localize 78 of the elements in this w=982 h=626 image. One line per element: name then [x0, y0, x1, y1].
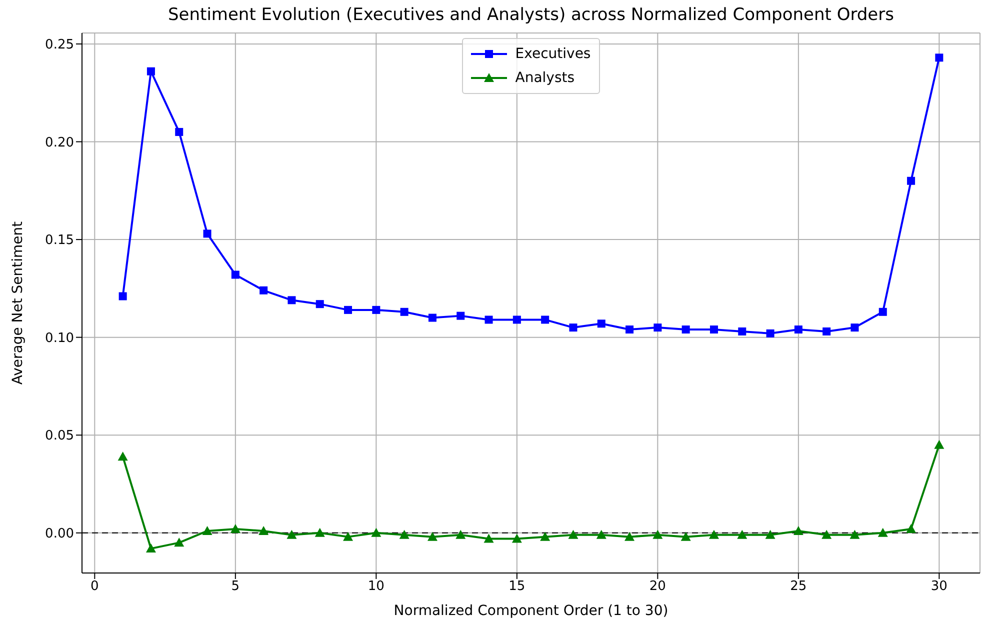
chart-title: Sentiment Evolution (Executives and Analysts) across Normalized Component Orders: [167, 5, 895, 25]
point: [878, 528, 888, 537]
point: [286, 530, 297, 539]
point: [680, 532, 691, 541]
point: [766, 329, 774, 338]
point: [652, 530, 663, 539]
x-tick-label: 0: [90, 579, 99, 594]
x-tick-label: 20: [649, 579, 666, 594]
point: [260, 286, 268, 294]
point: [935, 54, 944, 62]
point: [793, 526, 804, 535]
point: [118, 452, 128, 461]
point: [822, 327, 831, 336]
point: [626, 326, 634, 334]
point: [540, 532, 550, 541]
x-axis-title: Normalized Component Order (1 to 30): [392, 603, 670, 619]
point: [541, 316, 550, 324]
point: [174, 538, 184, 547]
point: [738, 327, 746, 336]
point: [427, 532, 438, 541]
y-tick-label: 0.15: [45, 233, 74, 248]
point: [708, 530, 719, 539]
y-tick-label: 0.00: [45, 526, 74, 542]
point: [344, 306, 352, 314]
y-tick-label: 0.10: [45, 330, 74, 346]
point: [371, 528, 382, 537]
x-tick-label: 15: [508, 579, 526, 594]
point: [202, 526, 212, 535]
point: [399, 530, 410, 539]
point: [878, 308, 887, 316]
point: [710, 326, 718, 334]
point: [569, 324, 578, 332]
x-tick-label: 25: [790, 579, 807, 594]
point: [850, 530, 860, 539]
point: [597, 320, 606, 328]
point: [850, 324, 859, 332]
point: [822, 530, 832, 539]
point: [146, 67, 155, 76]
y-tick-label: 0.20: [45, 135, 74, 150]
point: [596, 530, 606, 539]
point: [175, 128, 184, 136]
point: [230, 524, 240, 533]
point: [456, 530, 466, 539]
y-tick-label: 0.05: [45, 428, 74, 444]
point: [568, 530, 578, 539]
point: [765, 530, 776, 539]
legend-label: Executives: [515, 46, 591, 62]
point: [794, 326, 802, 334]
point: [400, 308, 408, 316]
point: [118, 292, 127, 300]
point: [906, 524, 916, 533]
point: [484, 316, 493, 324]
y-tick-label: 0.25: [45, 38, 74, 53]
point: [456, 312, 465, 320]
point: [343, 532, 354, 541]
point: [428, 314, 436, 322]
point: [682, 326, 690, 334]
y-axis-title: Average Net Sentiment: [10, 221, 26, 385]
point: [512, 534, 522, 543]
point: [372, 306, 380, 314]
x-tick-label: 10: [368, 579, 384, 594]
point: [288, 296, 296, 304]
point: [484, 534, 494, 543]
point: [934, 440, 944, 449]
point: [654, 324, 662, 332]
point: [316, 300, 324, 308]
point: [146, 544, 156, 553]
x-tick-label: 5: [231, 579, 240, 594]
point: [512, 316, 521, 324]
point: [203, 230, 212, 238]
point: [907, 176, 916, 185]
point: [231, 270, 240, 279]
legend-label: Analysts: [515, 70, 575, 86]
point: [314, 528, 325, 537]
point: [258, 526, 269, 535]
x-tick-label: 30: [930, 579, 948, 594]
point: [737, 530, 748, 539]
point: [624, 532, 635, 541]
